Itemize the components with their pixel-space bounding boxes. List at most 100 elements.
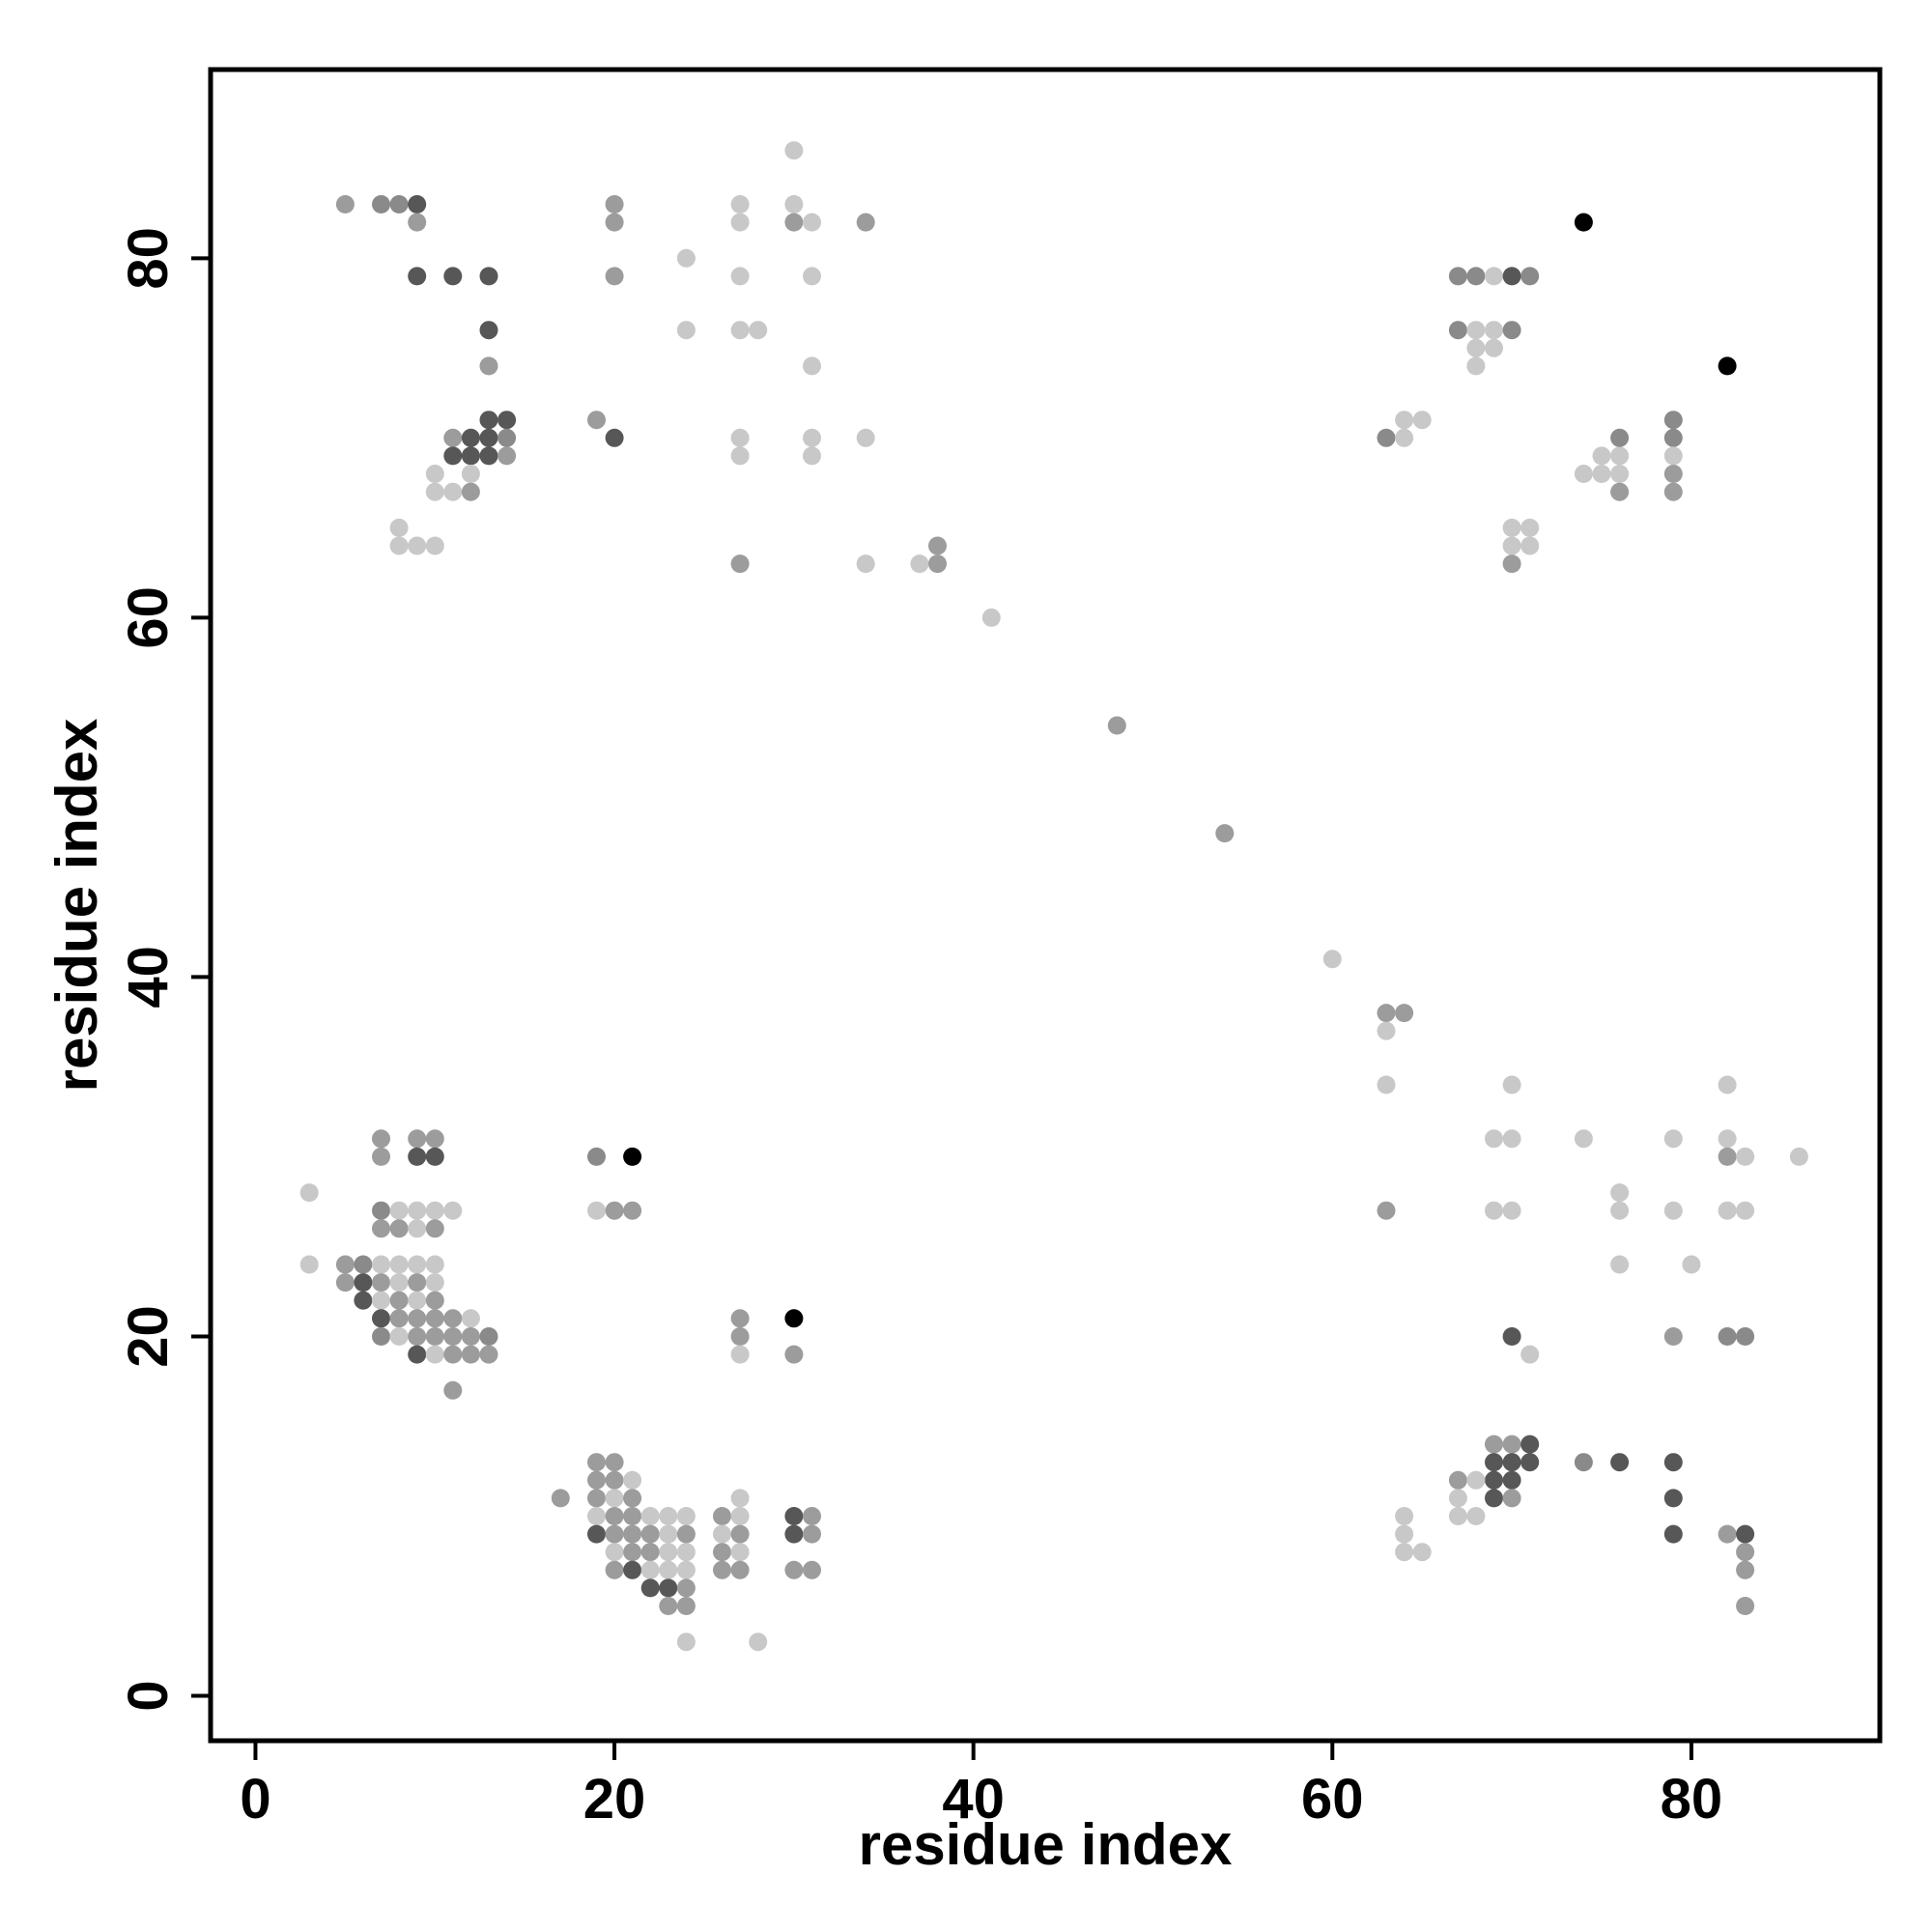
data-point — [676, 1507, 696, 1525]
data-point — [408, 1273, 427, 1293]
data-point — [676, 321, 696, 340]
data-point — [1485, 1435, 1503, 1454]
data-point — [713, 1560, 731, 1579]
data-point — [1663, 482, 1683, 501]
data-point — [730, 213, 750, 232]
data-point — [1502, 518, 1521, 537]
data-point — [1502, 1435, 1521, 1454]
data-point — [587, 1470, 606, 1490]
data-point — [479, 356, 498, 376]
x-tick-label: 40 — [942, 1768, 1005, 1831]
data-point — [479, 1345, 498, 1364]
data-point — [623, 1507, 642, 1525]
data-point — [1502, 1470, 1521, 1490]
data-point — [1485, 1489, 1503, 1508]
data-point — [605, 267, 624, 286]
data-point — [605, 1507, 624, 1525]
data-point — [408, 1129, 427, 1149]
data-point — [1502, 1075, 1521, 1094]
data-point — [425, 1327, 444, 1346]
data-point — [335, 1273, 355, 1293]
data-point — [623, 1470, 642, 1490]
data-point — [389, 1255, 409, 1274]
data-point — [372, 1147, 390, 1166]
data-point — [1502, 1327, 1521, 1346]
data-point — [354, 1291, 373, 1310]
data-point — [730, 1560, 750, 1579]
data-point — [928, 554, 947, 574]
data-point — [479, 411, 498, 430]
data-point — [408, 195, 427, 213]
data-point — [784, 1560, 804, 1579]
data-point — [1663, 446, 1683, 466]
data-point — [1395, 1543, 1414, 1562]
data-point — [784, 1507, 804, 1525]
data-point — [803, 428, 821, 447]
data-point — [803, 1524, 821, 1544]
data-point — [1663, 1129, 1683, 1149]
data-point — [659, 1507, 678, 1525]
data-point — [1663, 1453, 1683, 1472]
data-point — [389, 1309, 409, 1328]
data-point — [425, 1309, 444, 1328]
data-point — [1502, 554, 1521, 574]
data-point — [1663, 1524, 1683, 1544]
data-point — [856, 213, 875, 232]
data-point — [408, 1345, 427, 1364]
data-point — [623, 1489, 642, 1508]
data-point — [1736, 1524, 1755, 1544]
data-point — [1520, 267, 1540, 286]
data-point — [1412, 1543, 1432, 1562]
data-point — [1736, 1560, 1755, 1579]
data-point — [425, 1147, 444, 1166]
data-point — [1466, 1507, 1486, 1525]
data-point — [497, 428, 517, 447]
data-point — [461, 1345, 480, 1364]
data-point — [730, 195, 750, 213]
data-point — [730, 321, 750, 340]
data-point — [623, 1147, 642, 1166]
data-point — [1574, 213, 1593, 232]
data-point — [1610, 428, 1630, 447]
data-point — [1610, 1183, 1630, 1203]
data-point — [659, 1560, 678, 1579]
data-point — [389, 1273, 409, 1293]
data-point — [730, 267, 750, 286]
plot-frame — [208, 67, 1883, 1744]
data-point — [1682, 1255, 1701, 1274]
data-point — [299, 1255, 319, 1274]
y-axis-ticks: 0 20 40 60 80 — [117, 227, 211, 1712]
y-tick-label: 20 — [117, 1305, 180, 1368]
data-point — [443, 428, 463, 447]
data-point — [640, 1524, 660, 1544]
data-point — [1448, 1489, 1467, 1508]
data-point — [676, 1578, 696, 1598]
data-point — [784, 141, 804, 160]
data-point — [730, 428, 750, 447]
data-point — [425, 536, 444, 555]
data-point — [605, 1201, 624, 1220]
data-point — [479, 267, 498, 286]
data-point — [1448, 1470, 1467, 1490]
data-point — [372, 1309, 390, 1328]
data-point — [389, 518, 409, 537]
data-point — [551, 1489, 570, 1508]
y-tick-label: 60 — [117, 586, 180, 649]
data-point — [461, 1309, 480, 1328]
data-point — [1377, 1201, 1396, 1220]
data-point — [749, 321, 768, 340]
data-point — [1485, 1129, 1503, 1149]
data-point — [1736, 1201, 1755, 1220]
data-point — [587, 1147, 606, 1166]
data-point — [1395, 411, 1414, 430]
data-point — [856, 428, 875, 447]
y-axis-title: residue index — [44, 719, 109, 1093]
data-point — [1574, 1453, 1593, 1472]
data-point — [605, 1560, 624, 1579]
data-point — [659, 1524, 678, 1544]
x-axis-ticks: 0 20 40 60 80 — [240, 1741, 1722, 1831]
data-point — [461, 482, 480, 501]
data-point — [676, 1560, 696, 1579]
data-point — [981, 608, 1001, 627]
data-point — [1663, 465, 1683, 483]
